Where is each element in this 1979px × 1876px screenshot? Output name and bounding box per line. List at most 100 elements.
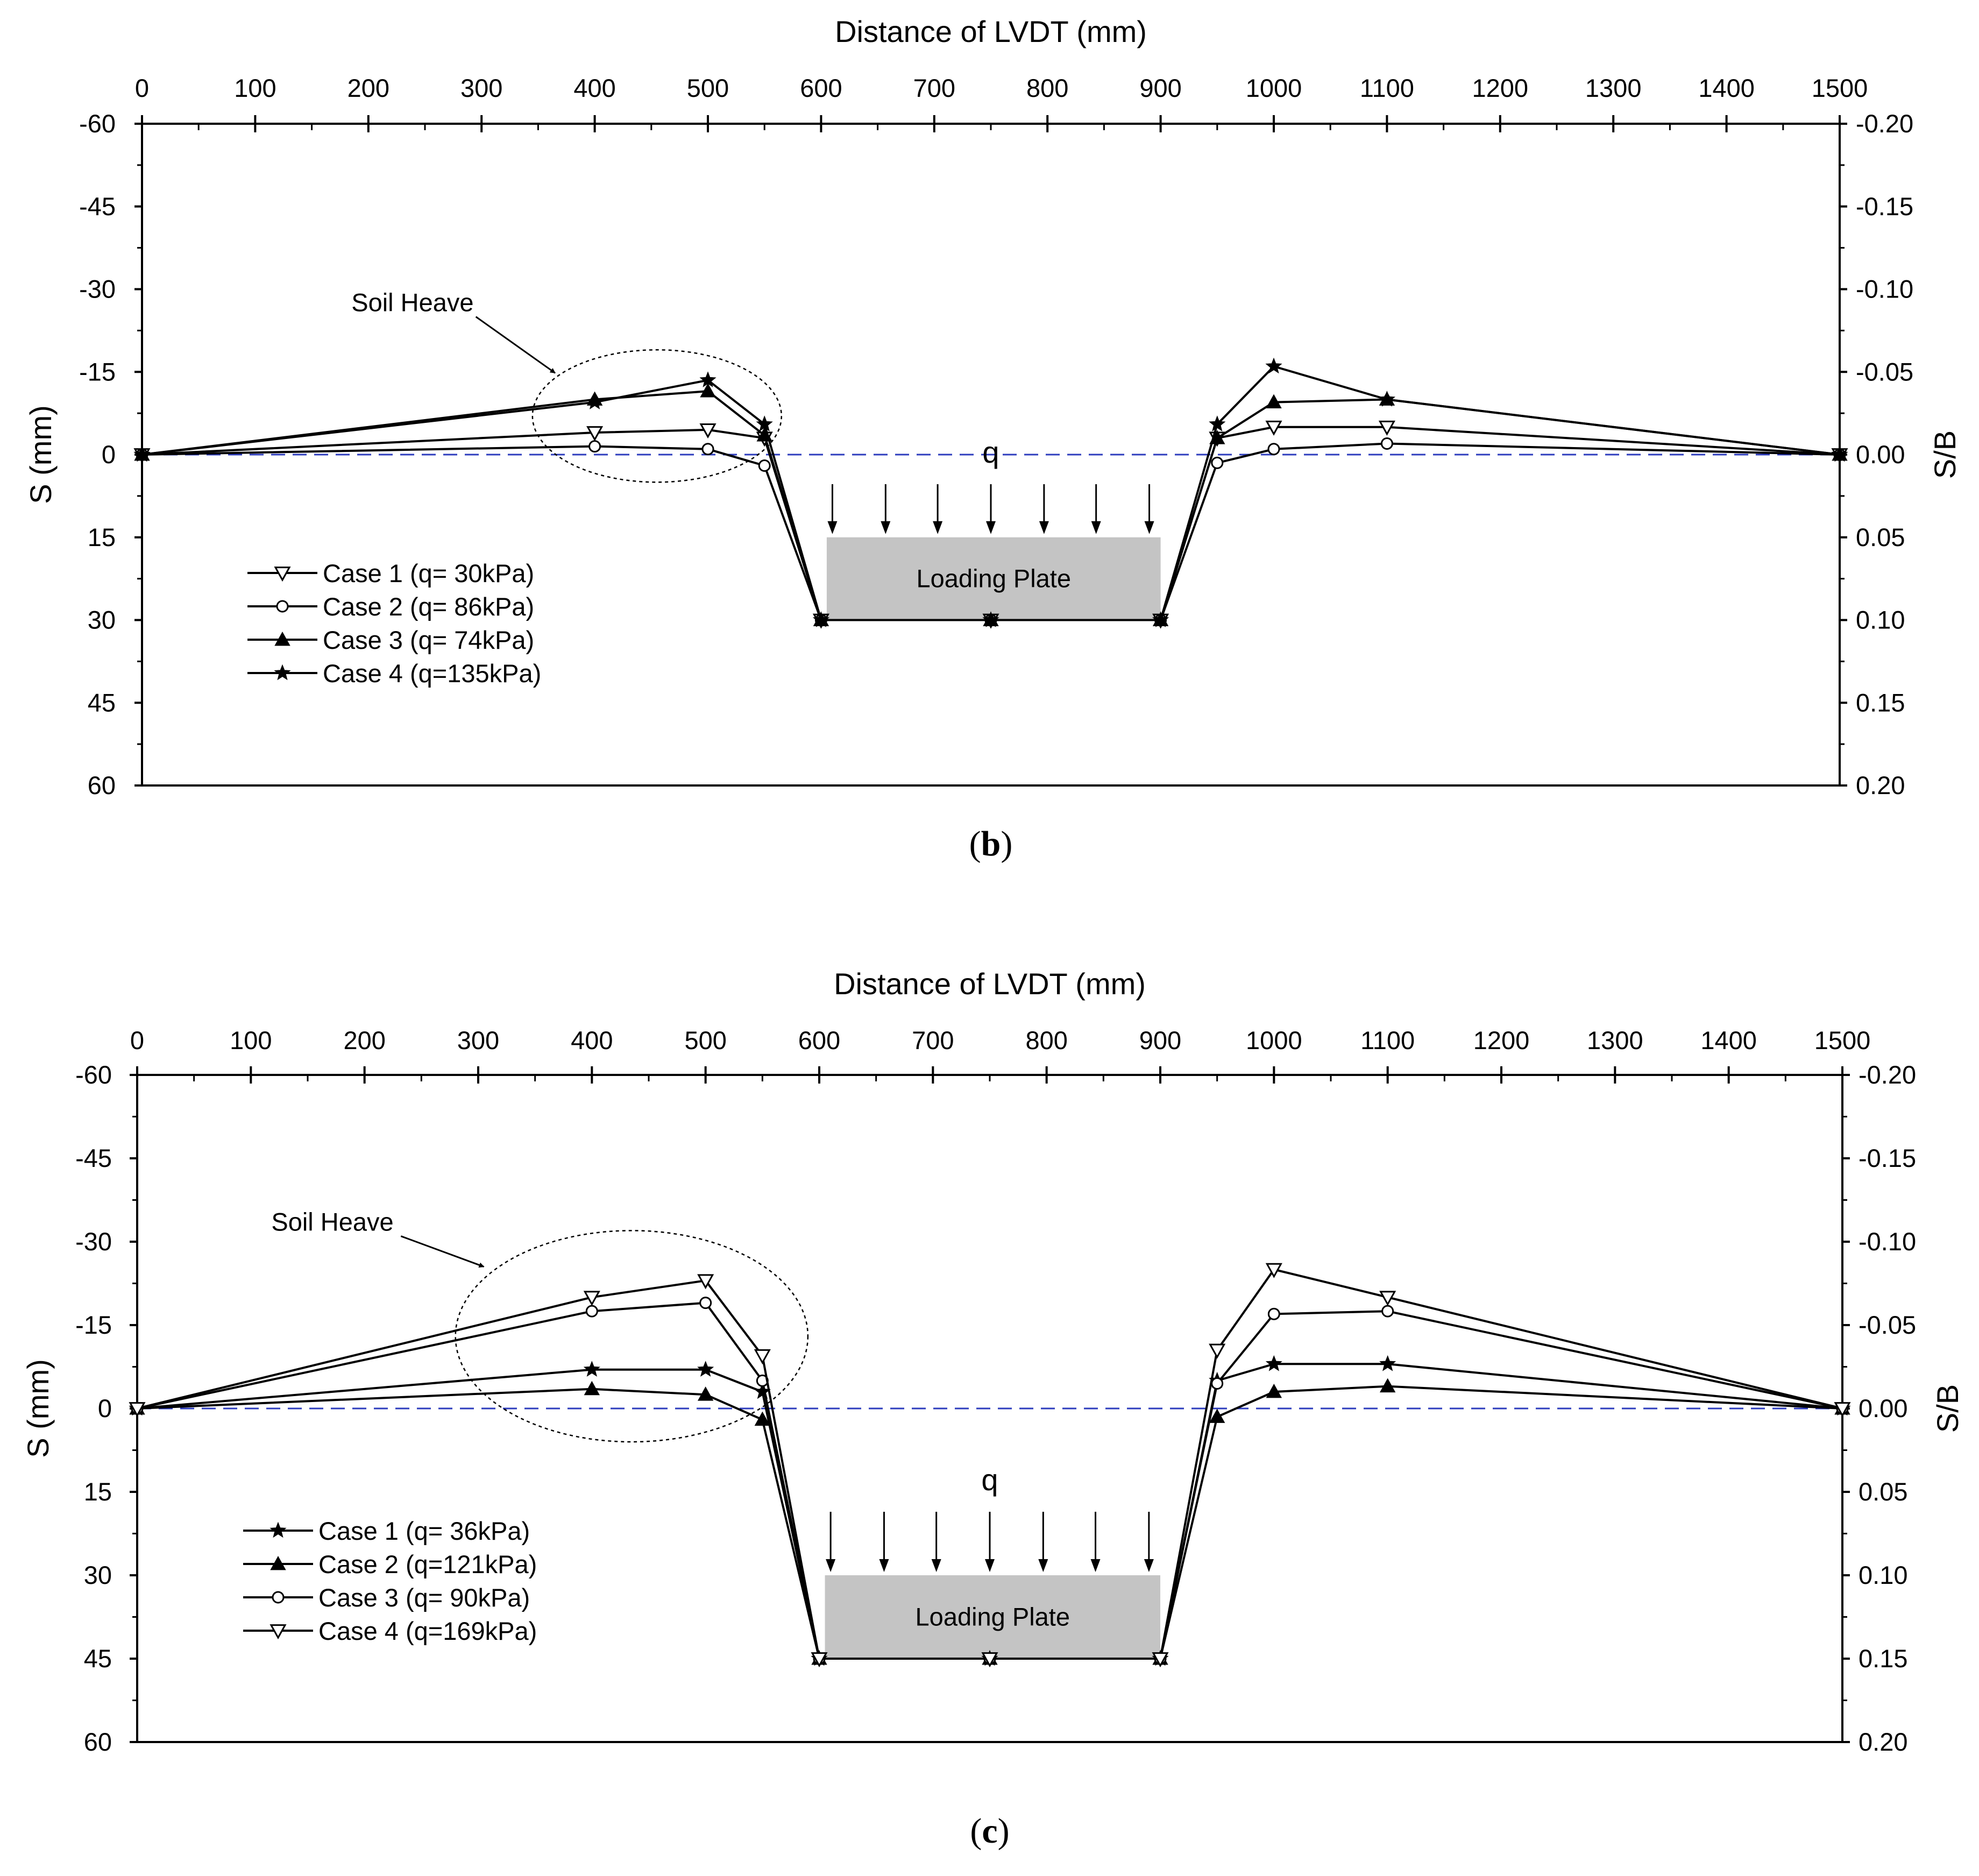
x-tick-label: 1200 bbox=[1472, 74, 1529, 102]
series-4 bbox=[129, 1263, 1851, 1668]
y2-tick-label: 0.10 bbox=[1856, 606, 1905, 634]
y-tick-label: -45 bbox=[79, 192, 116, 221]
legend-label: Case 4 (q=169kPa) bbox=[318, 1617, 537, 1645]
data-point bbox=[1152, 1652, 1169, 1668]
data-point bbox=[697, 1361, 714, 1377]
load-arrow-head bbox=[881, 521, 891, 534]
load-arrow-head bbox=[933, 521, 943, 534]
x-tick-label: 400 bbox=[571, 1026, 613, 1054]
data-point bbox=[700, 383, 716, 398]
x-tick-label: 900 bbox=[1139, 74, 1181, 102]
data-point bbox=[586, 426, 604, 442]
y-tick-label: 45 bbox=[84, 1644, 112, 1673]
soil-heave-arrow bbox=[475, 316, 556, 374]
data-point bbox=[754, 1349, 771, 1364]
legend: Case 1 (q= 30kPa) Case 2 (q= 86kPa) Case 3… bbox=[247, 559, 541, 688]
x-tick-label: 100 bbox=[230, 1026, 272, 1054]
data-point bbox=[1378, 391, 1396, 407]
x-tick-label: 200 bbox=[343, 1026, 385, 1054]
x-tick-label: 1500 bbox=[1812, 74, 1868, 102]
x-tick-label: 0 bbox=[130, 1026, 144, 1054]
legend-marker bbox=[276, 600, 289, 613]
x-tick-label: 900 bbox=[1139, 1026, 1181, 1054]
figure-caption: (b) bbox=[969, 824, 1013, 863]
legend-marker bbox=[274, 631, 290, 646]
data-point bbox=[1152, 611, 1169, 627]
y2-tick-label: 0.05 bbox=[1859, 1477, 1907, 1506]
x-tick-label: 1400 bbox=[1698, 74, 1755, 102]
load-arrow-head bbox=[1144, 1559, 1154, 1572]
data-point bbox=[699, 1297, 712, 1309]
load-arrow-head bbox=[1038, 1559, 1048, 1572]
data-point bbox=[586, 393, 604, 409]
y2-tick-label: 0.05 bbox=[1856, 523, 1905, 551]
x-tick-label: 800 bbox=[1025, 1026, 1067, 1054]
loading-plate bbox=[826, 537, 1161, 620]
data-point bbox=[583, 1361, 600, 1377]
y2-tick-label: -0.05 bbox=[1859, 1311, 1916, 1339]
data-point bbox=[1209, 1408, 1225, 1423]
series-4 bbox=[133, 357, 1848, 627]
legend-marker bbox=[270, 1555, 286, 1570]
data-point bbox=[1265, 1263, 1282, 1278]
caption-close: ) bbox=[1001, 824, 1012, 863]
data-point bbox=[129, 1402, 146, 1418]
data-point bbox=[1266, 1383, 1282, 1398]
soil-heave-label: Soil Heave bbox=[271, 1207, 393, 1236]
x-tick-label: 600 bbox=[800, 74, 842, 102]
y2-tick-label: -0.05 bbox=[1856, 357, 1913, 386]
load-arrow-head bbox=[1144, 521, 1154, 534]
load-arrow-head bbox=[986, 521, 996, 534]
y-tick-label: 0 bbox=[102, 440, 116, 469]
caption-open: ( bbox=[969, 824, 981, 863]
chart-panel-c: Distance of LVDT (mm)S (mm) S/B0 100 200 300… bbox=[21, 967, 1964, 1756]
data-point bbox=[756, 415, 773, 431]
y2-tick-label: 0.20 bbox=[1856, 771, 1905, 799]
data-point bbox=[1379, 1291, 1396, 1306]
data-point bbox=[812, 611, 830, 627]
y-tick-label: 60 bbox=[88, 771, 116, 799]
x-tick-label: 1100 bbox=[1360, 1026, 1415, 1054]
data-point bbox=[982, 611, 999, 627]
data-point bbox=[1265, 357, 1282, 374]
x-tick-label: 1200 bbox=[1473, 1026, 1530, 1054]
data-point bbox=[1209, 1343, 1226, 1359]
load-arrow-head bbox=[879, 1559, 889, 1572]
legend-marker bbox=[269, 1521, 287, 1538]
figure-caption: (c) bbox=[970, 1811, 1009, 1851]
load-arrow-head bbox=[1090, 1559, 1101, 1572]
legend-marker bbox=[272, 1591, 285, 1604]
x-tick-label: 300 bbox=[460, 74, 502, 102]
load-arrow-head bbox=[1039, 521, 1049, 534]
loading-plate-label: Loading Plate bbox=[917, 564, 1071, 593]
y-tick-label: 15 bbox=[84, 1477, 112, 1506]
y-tick-label: 0 bbox=[98, 1394, 112, 1422]
data-point bbox=[1267, 443, 1280, 456]
load-arrow-head bbox=[985, 1559, 995, 1572]
caption-letter: b bbox=[981, 824, 1001, 863]
x-tick-label: 600 bbox=[798, 1026, 840, 1054]
data-point bbox=[1378, 420, 1395, 436]
loading-plate-label: Loading Plate bbox=[916, 1603, 1070, 1631]
y-axis-title: S (mm) bbox=[21, 1359, 55, 1458]
y-tick-label: -15 bbox=[79, 357, 116, 386]
soil-heave-ellipse bbox=[531, 349, 783, 483]
x-tick-label: 500 bbox=[687, 74, 729, 102]
x-tick-label: 1400 bbox=[1700, 1026, 1757, 1054]
data-point bbox=[583, 1291, 600, 1306]
data-point bbox=[699, 371, 717, 387]
y2-tick-label: -0.15 bbox=[1856, 192, 1913, 221]
x-tick-label: 1300 bbox=[1585, 74, 1642, 102]
data-point bbox=[1211, 1377, 1224, 1390]
x-tick-label: 700 bbox=[913, 74, 955, 102]
y2-tick-label: 0.20 bbox=[1859, 1728, 1907, 1756]
data-point bbox=[1380, 437, 1393, 450]
caption-close: ) bbox=[998, 1811, 1010, 1851]
soil-heave-ellipse bbox=[455, 1230, 809, 1443]
loading-plate bbox=[825, 1575, 1160, 1659]
x-tick-label: 1100 bbox=[1360, 74, 1414, 102]
y-axis-title: S (mm) bbox=[24, 405, 58, 504]
y2-tick-label: 0.15 bbox=[1856, 688, 1905, 717]
x-tick-label: 800 bbox=[1026, 74, 1068, 102]
